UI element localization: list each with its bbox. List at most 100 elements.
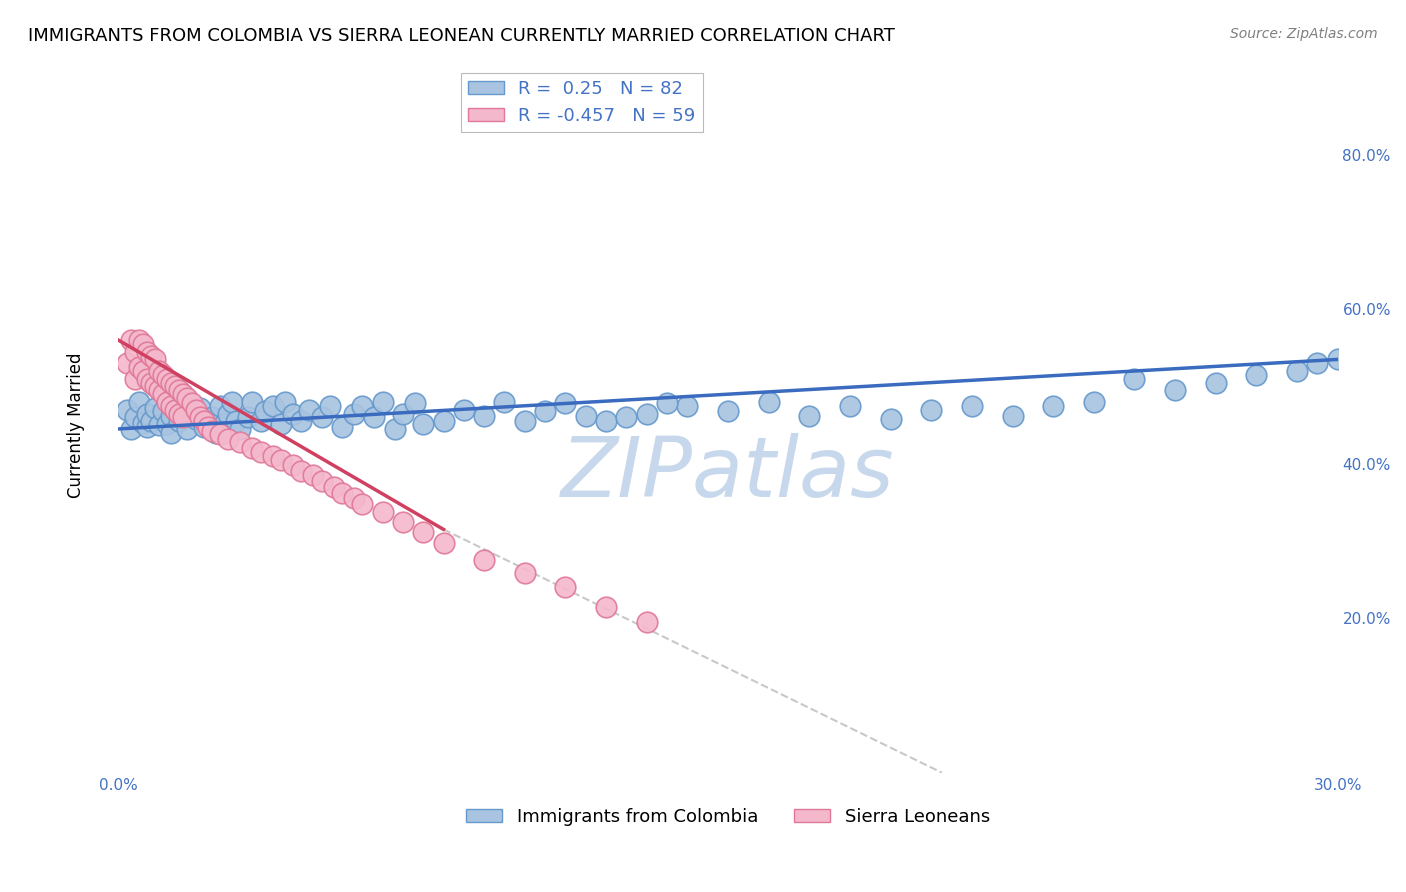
Point (595, 599, 617, 614)
Point (1164, 384, 1187, 398)
Point (120, 333, 142, 347)
Point (148, 364, 170, 378)
Point (717, 404, 740, 418)
Point (290, 414, 312, 428)
Point (758, 395, 780, 409)
Point (1306, 356, 1329, 370)
Point (281, 458, 304, 473)
Point (290, 465, 312, 479)
Point (384, 422, 406, 436)
Point (311, 474, 333, 488)
Point (152, 387, 174, 401)
Point (201, 410, 224, 425)
Point (636, 407, 658, 421)
Point (217, 407, 239, 421)
Point (172, 410, 194, 425)
Point (311, 410, 333, 425)
Point (676, 399, 699, 413)
Point (143, 379, 166, 393)
Point (184, 402, 207, 417)
Point (1123, 372, 1146, 386)
Point (139, 414, 162, 428)
Point (176, 391, 198, 405)
Point (197, 414, 219, 428)
Point (128, 333, 150, 347)
Text: Currently Married: Currently Married (66, 352, 84, 498)
Point (513, 414, 536, 428)
Point (595, 414, 617, 428)
Point (135, 419, 157, 434)
Point (156, 395, 179, 409)
Point (262, 449, 284, 463)
Point (253, 404, 276, 418)
Point (169, 414, 191, 428)
Point (176, 422, 198, 436)
Point (135, 407, 157, 421)
Point (221, 395, 243, 409)
Point (270, 453, 292, 467)
Point (165, 379, 187, 393)
Point (238, 410, 260, 425)
Point (242, 395, 264, 409)
Point (169, 384, 191, 398)
Point (225, 414, 247, 428)
Point (330, 419, 353, 434)
Point (534, 404, 557, 418)
Point (132, 416, 155, 430)
Point (172, 395, 194, 409)
Point (616, 410, 638, 425)
Point (208, 399, 231, 413)
Point (135, 372, 157, 386)
Point (352, 497, 374, 511)
Point (371, 395, 394, 409)
Point (319, 399, 342, 413)
Point (655, 396, 678, 410)
Point (404, 396, 426, 410)
Point (392, 407, 415, 421)
Point (636, 615, 658, 629)
Point (132, 364, 155, 378)
Point (302, 468, 325, 483)
Point (160, 409, 183, 423)
Point (281, 407, 304, 421)
Point (1246, 368, 1268, 382)
Point (799, 409, 821, 423)
Point (262, 399, 284, 413)
Point (513, 566, 536, 581)
Point (135, 344, 157, 359)
Point (352, 399, 374, 413)
Point (152, 404, 174, 418)
Point (197, 419, 219, 434)
Point (1042, 399, 1064, 413)
Point (432, 535, 454, 549)
Point (188, 410, 211, 425)
Point (205, 425, 228, 440)
Point (188, 401, 211, 416)
Point (330, 486, 353, 500)
Point (124, 372, 146, 386)
Point (270, 417, 292, 431)
Point (120, 422, 142, 436)
Point (1205, 376, 1227, 390)
Point (115, 402, 138, 417)
Point (432, 414, 454, 428)
Point (839, 399, 862, 413)
Point (208, 427, 231, 442)
Point (139, 349, 162, 363)
Text: Source: ZipAtlas.com: Source: ZipAtlas.com (1230, 27, 1378, 41)
Text: IMMIGRANTS FROM COLOMBIA VS SIERRA LEONEAN CURRENTLY MARRIED CORRELATION CHART: IMMIGRANTS FROM COLOMBIA VS SIERRA LEONE… (28, 27, 896, 45)
Point (1001, 409, 1024, 423)
Point (229, 422, 252, 436)
Point (1326, 352, 1348, 367)
Point (148, 384, 170, 398)
Point (143, 401, 166, 416)
Point (242, 442, 264, 456)
Point (472, 553, 495, 567)
Legend: Immigrants from Colombia, Sierra Leoneans: Immigrants from Colombia, Sierra Leonean… (458, 801, 997, 833)
Point (217, 432, 239, 446)
Point (124, 344, 146, 359)
Point (343, 407, 366, 421)
Point (494, 395, 516, 409)
Point (165, 402, 187, 417)
Point (554, 580, 576, 594)
